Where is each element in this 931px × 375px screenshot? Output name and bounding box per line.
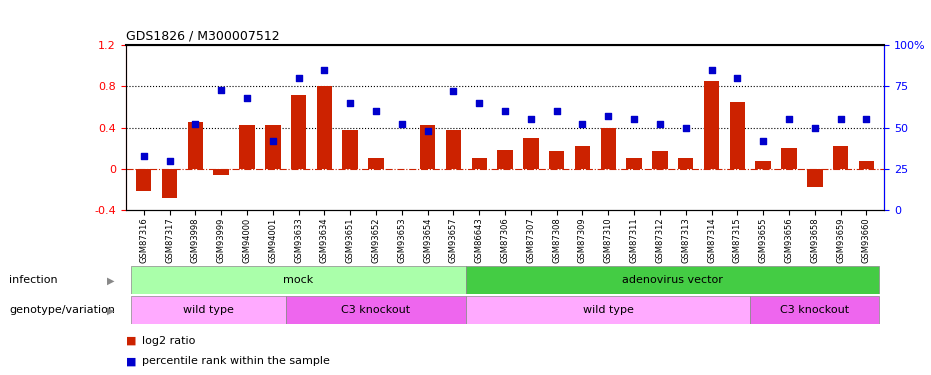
Bar xyxy=(286,296,466,324)
Bar xyxy=(471,158,487,169)
Point xyxy=(291,75,306,81)
Point xyxy=(679,124,694,130)
Point xyxy=(704,67,719,73)
Point xyxy=(859,116,874,122)
Text: wild type: wild type xyxy=(182,305,234,315)
Point xyxy=(188,121,203,127)
Bar xyxy=(781,148,797,169)
Point xyxy=(369,108,384,114)
Text: ▶: ▶ xyxy=(107,305,115,315)
Bar xyxy=(369,158,384,169)
Point xyxy=(756,138,771,144)
Bar xyxy=(833,146,848,169)
Point xyxy=(420,128,435,134)
Bar xyxy=(549,151,564,169)
Bar xyxy=(600,128,616,169)
Bar xyxy=(466,266,879,294)
Bar xyxy=(755,160,771,169)
Bar xyxy=(678,158,694,169)
Bar xyxy=(317,86,332,169)
Point xyxy=(395,121,410,127)
Bar xyxy=(497,150,513,169)
Point xyxy=(265,138,280,144)
Text: ■: ■ xyxy=(126,336,136,346)
Bar xyxy=(446,130,461,169)
Bar xyxy=(131,296,286,324)
Point xyxy=(627,116,641,122)
Point xyxy=(317,67,331,73)
Point xyxy=(343,100,358,106)
Point xyxy=(523,116,538,122)
Point xyxy=(730,75,745,81)
Point xyxy=(136,153,151,159)
Text: ■: ■ xyxy=(126,356,136,366)
Bar xyxy=(162,169,177,198)
Point xyxy=(446,88,461,94)
Bar xyxy=(574,146,590,169)
Point xyxy=(162,158,177,164)
Point xyxy=(653,121,668,127)
Text: mock: mock xyxy=(283,275,314,285)
Bar xyxy=(807,169,822,188)
Point xyxy=(833,116,848,122)
Bar xyxy=(131,266,466,294)
Text: log2 ratio: log2 ratio xyxy=(142,336,196,346)
Point xyxy=(549,108,564,114)
Point xyxy=(600,113,615,119)
Bar xyxy=(858,160,874,169)
Point xyxy=(497,108,512,114)
Point xyxy=(472,100,487,106)
Bar xyxy=(627,158,641,169)
Bar xyxy=(704,81,720,169)
Bar xyxy=(290,94,306,169)
Text: C3 knockout: C3 knockout xyxy=(780,305,849,315)
Text: percentile rank within the sample: percentile rank within the sample xyxy=(142,356,331,366)
Bar xyxy=(730,102,745,169)
Point xyxy=(807,124,822,130)
Bar xyxy=(750,296,879,324)
Bar xyxy=(466,296,750,324)
Bar xyxy=(420,125,436,169)
Text: genotype/variation: genotype/variation xyxy=(9,305,115,315)
Bar xyxy=(136,169,152,191)
Text: infection: infection xyxy=(9,275,58,285)
Text: C3 knockout: C3 knockout xyxy=(342,305,411,315)
Text: GDS1826 / M300007512: GDS1826 / M300007512 xyxy=(126,30,279,42)
Point xyxy=(575,121,590,127)
Bar xyxy=(188,122,203,169)
Point xyxy=(239,95,254,101)
Bar xyxy=(343,130,358,169)
Text: adenovirus vector: adenovirus vector xyxy=(623,275,723,285)
Point xyxy=(214,87,229,93)
Bar xyxy=(213,169,229,175)
Text: wild type: wild type xyxy=(583,305,634,315)
Text: ▶: ▶ xyxy=(107,275,115,285)
Point xyxy=(781,116,796,122)
Bar xyxy=(265,125,280,169)
Bar xyxy=(653,151,668,169)
Bar xyxy=(239,125,255,169)
Bar xyxy=(523,138,539,169)
